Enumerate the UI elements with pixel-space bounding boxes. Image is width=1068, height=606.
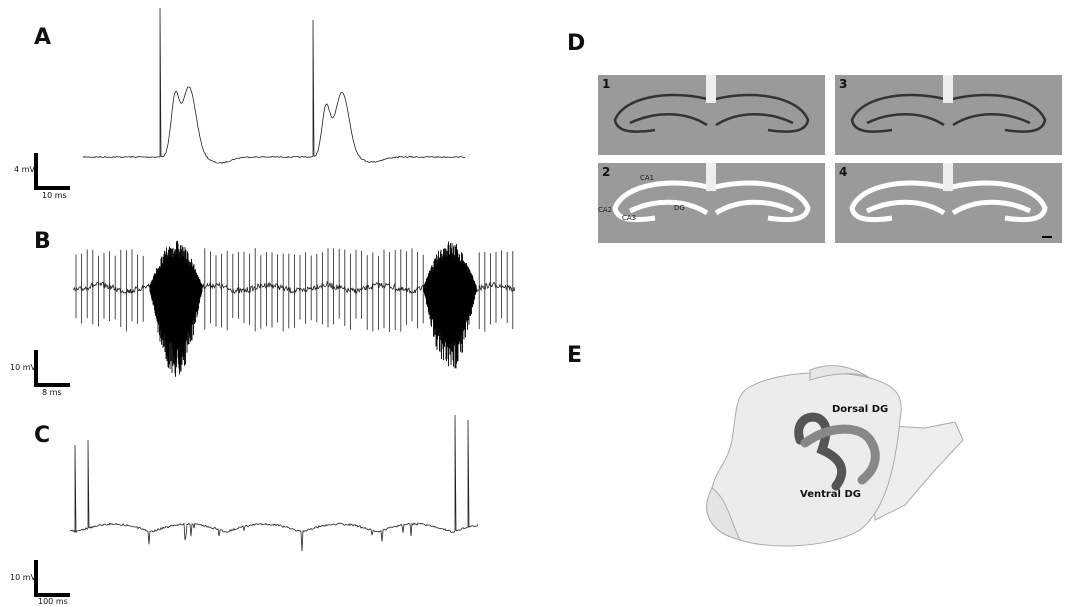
burst [423,241,477,369]
scale-label: 4 mV [14,165,35,174]
region-label: DG [674,204,685,212]
region-label: Ventral DG [800,489,861,500]
hippocampus [714,199,795,216]
midline [706,163,716,191]
scale-bar [34,560,70,597]
hippocampus [944,93,1047,133]
hippocampus [866,113,945,127]
scale-bar [1042,236,1052,238]
panel-label: E [567,343,582,368]
trace [72,240,516,377]
section-number: 4 [839,165,847,179]
hippocampus [944,180,1048,223]
hippocampus [715,113,794,127]
midline [706,75,716,103]
dentate-gyrus-light [800,424,880,485]
hippocampus [707,180,811,223]
section-number: 1 [602,77,610,91]
panel-label: A [34,25,51,50]
panel-label: B [34,229,51,254]
region-label: CA1 [640,174,654,182]
brain-diagram: Dorsal DG Ventral DG [706,365,964,547]
trace [82,7,466,164]
panel-label: D [567,31,585,56]
scale-label: 10 ms [42,191,67,200]
hippocampus [612,180,716,223]
section-number: 3 [839,77,847,91]
hippocampus [849,180,953,223]
scale-label: 8 ms [42,388,62,397]
region-label: Dorsal DG [832,404,888,415]
scale-bar [34,153,70,190]
section-number: 2 [602,165,610,179]
hippocampus [952,113,1031,127]
scale-label: 100 ms [38,597,68,606]
hippocampus [629,113,708,127]
scale-label: 10 mV [10,363,37,372]
hippocampus [628,199,709,216]
hippocampus [850,93,953,133]
spikes [75,248,514,332]
trace [69,414,479,552]
scale-label: 10 mV [10,573,37,582]
panel-label: C [34,423,50,448]
hippocampus [613,93,716,133]
region-label: CA3 [622,214,636,222]
hippocampus [951,199,1032,216]
midline [943,163,953,191]
scale-bar [34,350,70,387]
midline [943,75,953,103]
region-label: CA2 [598,206,612,214]
brain-outline [809,365,871,381]
olfactory-bulb [706,487,741,541]
histology-sections: 1 2 3 4 CA1 CA2 CA3 DG [598,75,1062,243]
hippocampus [707,93,810,133]
burst [149,240,203,377]
hippocampus [865,199,946,216]
